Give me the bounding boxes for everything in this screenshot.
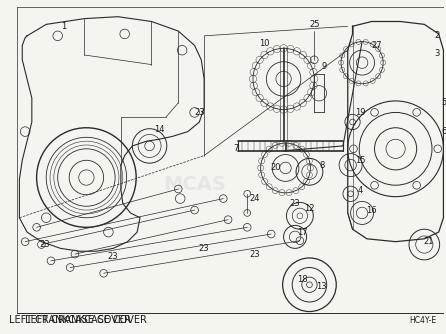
Text: 20: 20 — [271, 163, 281, 172]
Text: LEFT CRANKCASE COVER: LEFT CRANKCASE COVER — [25, 315, 147, 325]
Text: 25: 25 — [309, 20, 319, 29]
Text: 7: 7 — [233, 144, 239, 153]
Text: 14: 14 — [154, 125, 165, 134]
Text: 17: 17 — [297, 227, 308, 236]
Text: 16: 16 — [366, 206, 377, 214]
Text: 5: 5 — [442, 98, 446, 107]
Text: 23: 23 — [194, 108, 205, 117]
Text: 19: 19 — [355, 108, 365, 117]
Text: 18: 18 — [297, 276, 308, 285]
Text: 2: 2 — [434, 31, 439, 40]
Text: 6: 6 — [442, 127, 446, 136]
Text: 10: 10 — [259, 39, 270, 48]
Text: LEFT CRANKCASE COVER: LEFT CRANKCASE COVER — [9, 315, 131, 325]
Text: 27: 27 — [371, 41, 382, 50]
Text: 13: 13 — [317, 282, 327, 291]
Text: 24: 24 — [250, 194, 260, 203]
Text: 8: 8 — [319, 161, 325, 170]
Text: HC4Y-E: HC4Y-E — [409, 316, 437, 325]
Text: 4: 4 — [358, 186, 363, 195]
Text: 3: 3 — [434, 48, 439, 57]
Text: 21: 21 — [424, 237, 434, 246]
Text: 23: 23 — [290, 199, 301, 208]
Text: 9: 9 — [321, 62, 326, 71]
Text: 12: 12 — [304, 204, 315, 213]
Text: MCAS: MCAS — [163, 175, 226, 194]
Text: 23: 23 — [199, 244, 210, 253]
Text: 1: 1 — [61, 22, 66, 31]
Text: 23: 23 — [108, 252, 119, 261]
Text: 23: 23 — [39, 240, 50, 249]
Text: 23: 23 — [250, 249, 260, 259]
Text: 15: 15 — [355, 156, 365, 165]
